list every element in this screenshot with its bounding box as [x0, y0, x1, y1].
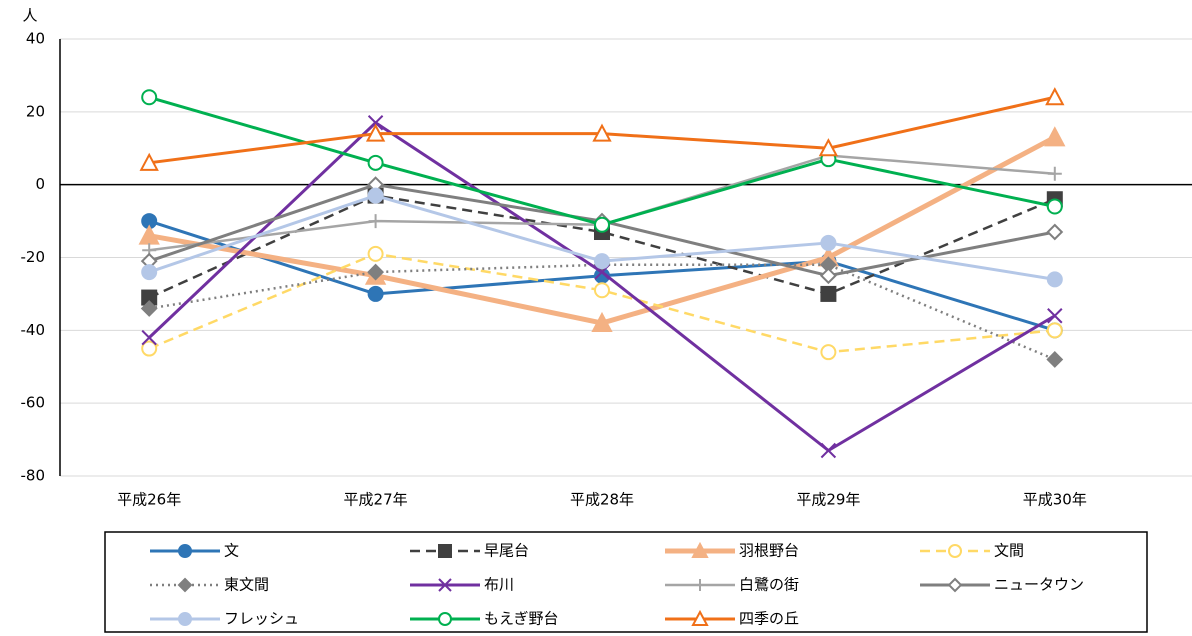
y-tick-label: 40 — [26, 30, 45, 48]
y-axis-label: 人 — [22, 7, 37, 25]
legend-label: もえぎ野台 — [484, 610, 559, 628]
marker — [367, 285, 384, 302]
marker — [367, 187, 384, 204]
marker — [594, 253, 610, 270]
marker — [594, 282, 610, 299]
legend-label: 文間 — [994, 542, 1024, 560]
x-tick-label: 平成29年 — [796, 491, 860, 509]
y-tick-label: -60 — [21, 394, 46, 412]
marker — [594, 216, 610, 233]
marker — [140, 300, 158, 317]
marker — [820, 234, 837, 251]
marker — [178, 612, 192, 626]
marker — [141, 340, 158, 357]
legend-label: 四季の丘 — [739, 610, 799, 628]
x-tick-label: 平成26年 — [117, 491, 181, 509]
marker — [438, 578, 452, 592]
legend-box — [104, 531, 1148, 633]
marker — [1044, 126, 1066, 147]
legend-label: 東文間 — [224, 576, 269, 594]
legend-label: 白鷺の街 — [739, 576, 799, 594]
marker — [591, 311, 613, 333]
marker — [818, 138, 839, 157]
marker — [1046, 271, 1063, 288]
marker — [178, 544, 192, 558]
marker — [820, 442, 837, 459]
marker — [141, 89, 158, 106]
marker — [367, 245, 384, 262]
y-tick-label: 20 — [26, 102, 45, 120]
marker — [367, 115, 384, 131]
legend-label: 早尾台 — [484, 542, 529, 560]
marker — [1045, 87, 1065, 106]
marker — [820, 344, 837, 361]
marker — [367, 154, 384, 171]
marker — [438, 544, 452, 558]
marker — [1047, 166, 1062, 181]
marker — [820, 285, 837, 302]
marker — [1046, 223, 1064, 241]
y-tick-label: -40 — [21, 321, 46, 339]
legend-label: 布川 — [484, 576, 514, 594]
x-tick-label: 平成27年 — [344, 491, 408, 509]
marker — [1046, 322, 1063, 339]
marker — [948, 544, 962, 558]
marker — [819, 267, 837, 285]
legend-label: 羽根野台 — [739, 542, 799, 560]
marker — [141, 329, 157, 346]
marker — [947, 577, 963, 593]
y-tick-label: -80 — [21, 467, 46, 485]
marker — [367, 263, 385, 281]
marker — [1046, 351, 1064, 368]
marker — [141, 264, 158, 281]
marker — [694, 579, 706, 591]
series-line — [148, 95, 1056, 227]
marker — [691, 541, 709, 558]
marker — [1047, 308, 1063, 324]
y-tick-label: -20 — [21, 248, 46, 266]
legend-label: 文 — [224, 542, 239, 560]
marker — [365, 123, 386, 142]
marker — [177, 577, 193, 593]
marker — [1046, 198, 1063, 215]
legend-label: フレッシュ — [224, 610, 299, 628]
marker — [368, 214, 383, 229]
marker — [438, 612, 452, 626]
marker — [691, 609, 709, 626]
y-tick-label: 0 — [35, 175, 45, 193]
x-tick-label: 平成30年 — [1023, 491, 1087, 509]
series-line — [148, 252, 1055, 354]
marker — [139, 152, 159, 171]
legend-label: ニュータウン — [994, 576, 1084, 594]
x-tick-label: 平成28年 — [570, 491, 634, 509]
marker — [592, 123, 612, 142]
